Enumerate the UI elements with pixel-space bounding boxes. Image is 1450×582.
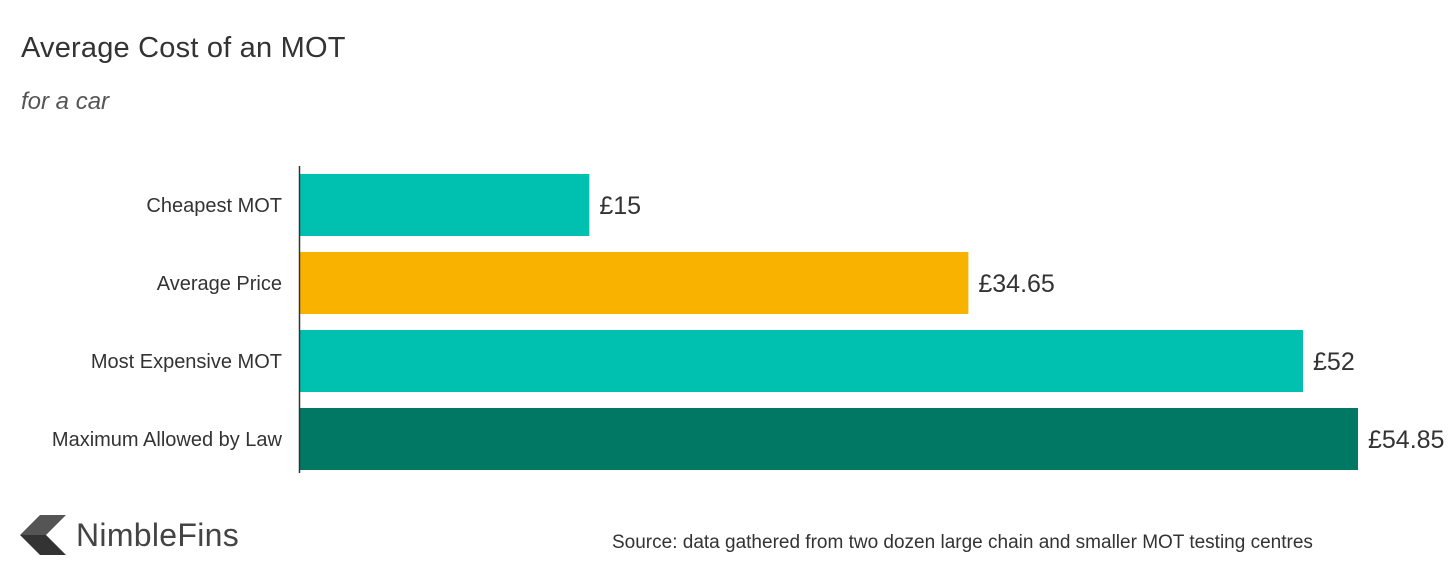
bar-0 xyxy=(300,174,590,236)
brand-name: NimbleFins xyxy=(76,516,240,553)
category-label-0: Cheapest MOT xyxy=(146,195,282,217)
category-label-2: Most Expensive MOT xyxy=(91,351,282,373)
source-note: Source: data gathered from two dozen lar… xyxy=(612,532,1313,553)
category-label-3: Maximum Allowed by Law xyxy=(52,429,283,451)
value-label-2: £52 xyxy=(1313,348,1355,376)
chevron-left-logo-icon xyxy=(20,515,66,555)
brand-logo: NimbleFins xyxy=(20,512,239,558)
chart-subtitle: for a car xyxy=(21,88,110,115)
chart-title: Average Cost of an MOT xyxy=(21,32,346,64)
value-label-1: £34.65 xyxy=(978,270,1054,298)
value-label-0: £15 xyxy=(599,192,641,220)
category-label-1: Average Price xyxy=(157,273,282,295)
bar-2 xyxy=(300,330,1304,392)
bar-1 xyxy=(300,252,969,314)
value-label-3: £54.85 xyxy=(1368,426,1444,454)
bar-3 xyxy=(300,408,1358,470)
bars-group: Cheapest MOT £15 Average Price £34.65 Most E… xyxy=(52,174,1444,470)
